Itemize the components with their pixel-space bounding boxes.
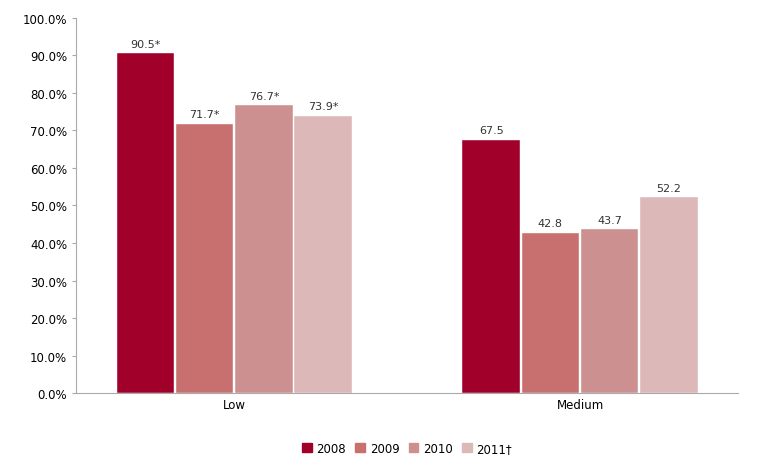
Bar bbox=[521, 233, 579, 394]
Bar bbox=[235, 106, 293, 394]
Text: 73.9*: 73.9* bbox=[308, 102, 339, 112]
Bar bbox=[463, 140, 520, 394]
Legend: 2008, 2009, 2010, 2011†: 2008, 2009, 2010, 2011† bbox=[298, 437, 517, 459]
Text: 52.2: 52.2 bbox=[657, 183, 681, 193]
Bar bbox=[116, 54, 174, 394]
Text: 71.7*: 71.7* bbox=[189, 110, 220, 120]
Bar bbox=[581, 230, 638, 394]
Text: 43.7: 43.7 bbox=[597, 215, 622, 225]
Bar bbox=[176, 125, 234, 394]
Text: 90.5*: 90.5* bbox=[130, 40, 161, 50]
Bar bbox=[640, 198, 698, 394]
Text: 76.7*: 76.7* bbox=[249, 91, 279, 101]
Text: 42.8: 42.8 bbox=[538, 219, 563, 229]
Text: 67.5: 67.5 bbox=[479, 126, 504, 136]
Bar bbox=[295, 116, 352, 394]
